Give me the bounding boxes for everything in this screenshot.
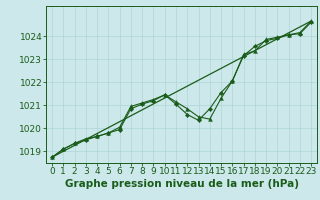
X-axis label: Graphe pression niveau de la mer (hPa): Graphe pression niveau de la mer (hPa) [65,179,299,189]
